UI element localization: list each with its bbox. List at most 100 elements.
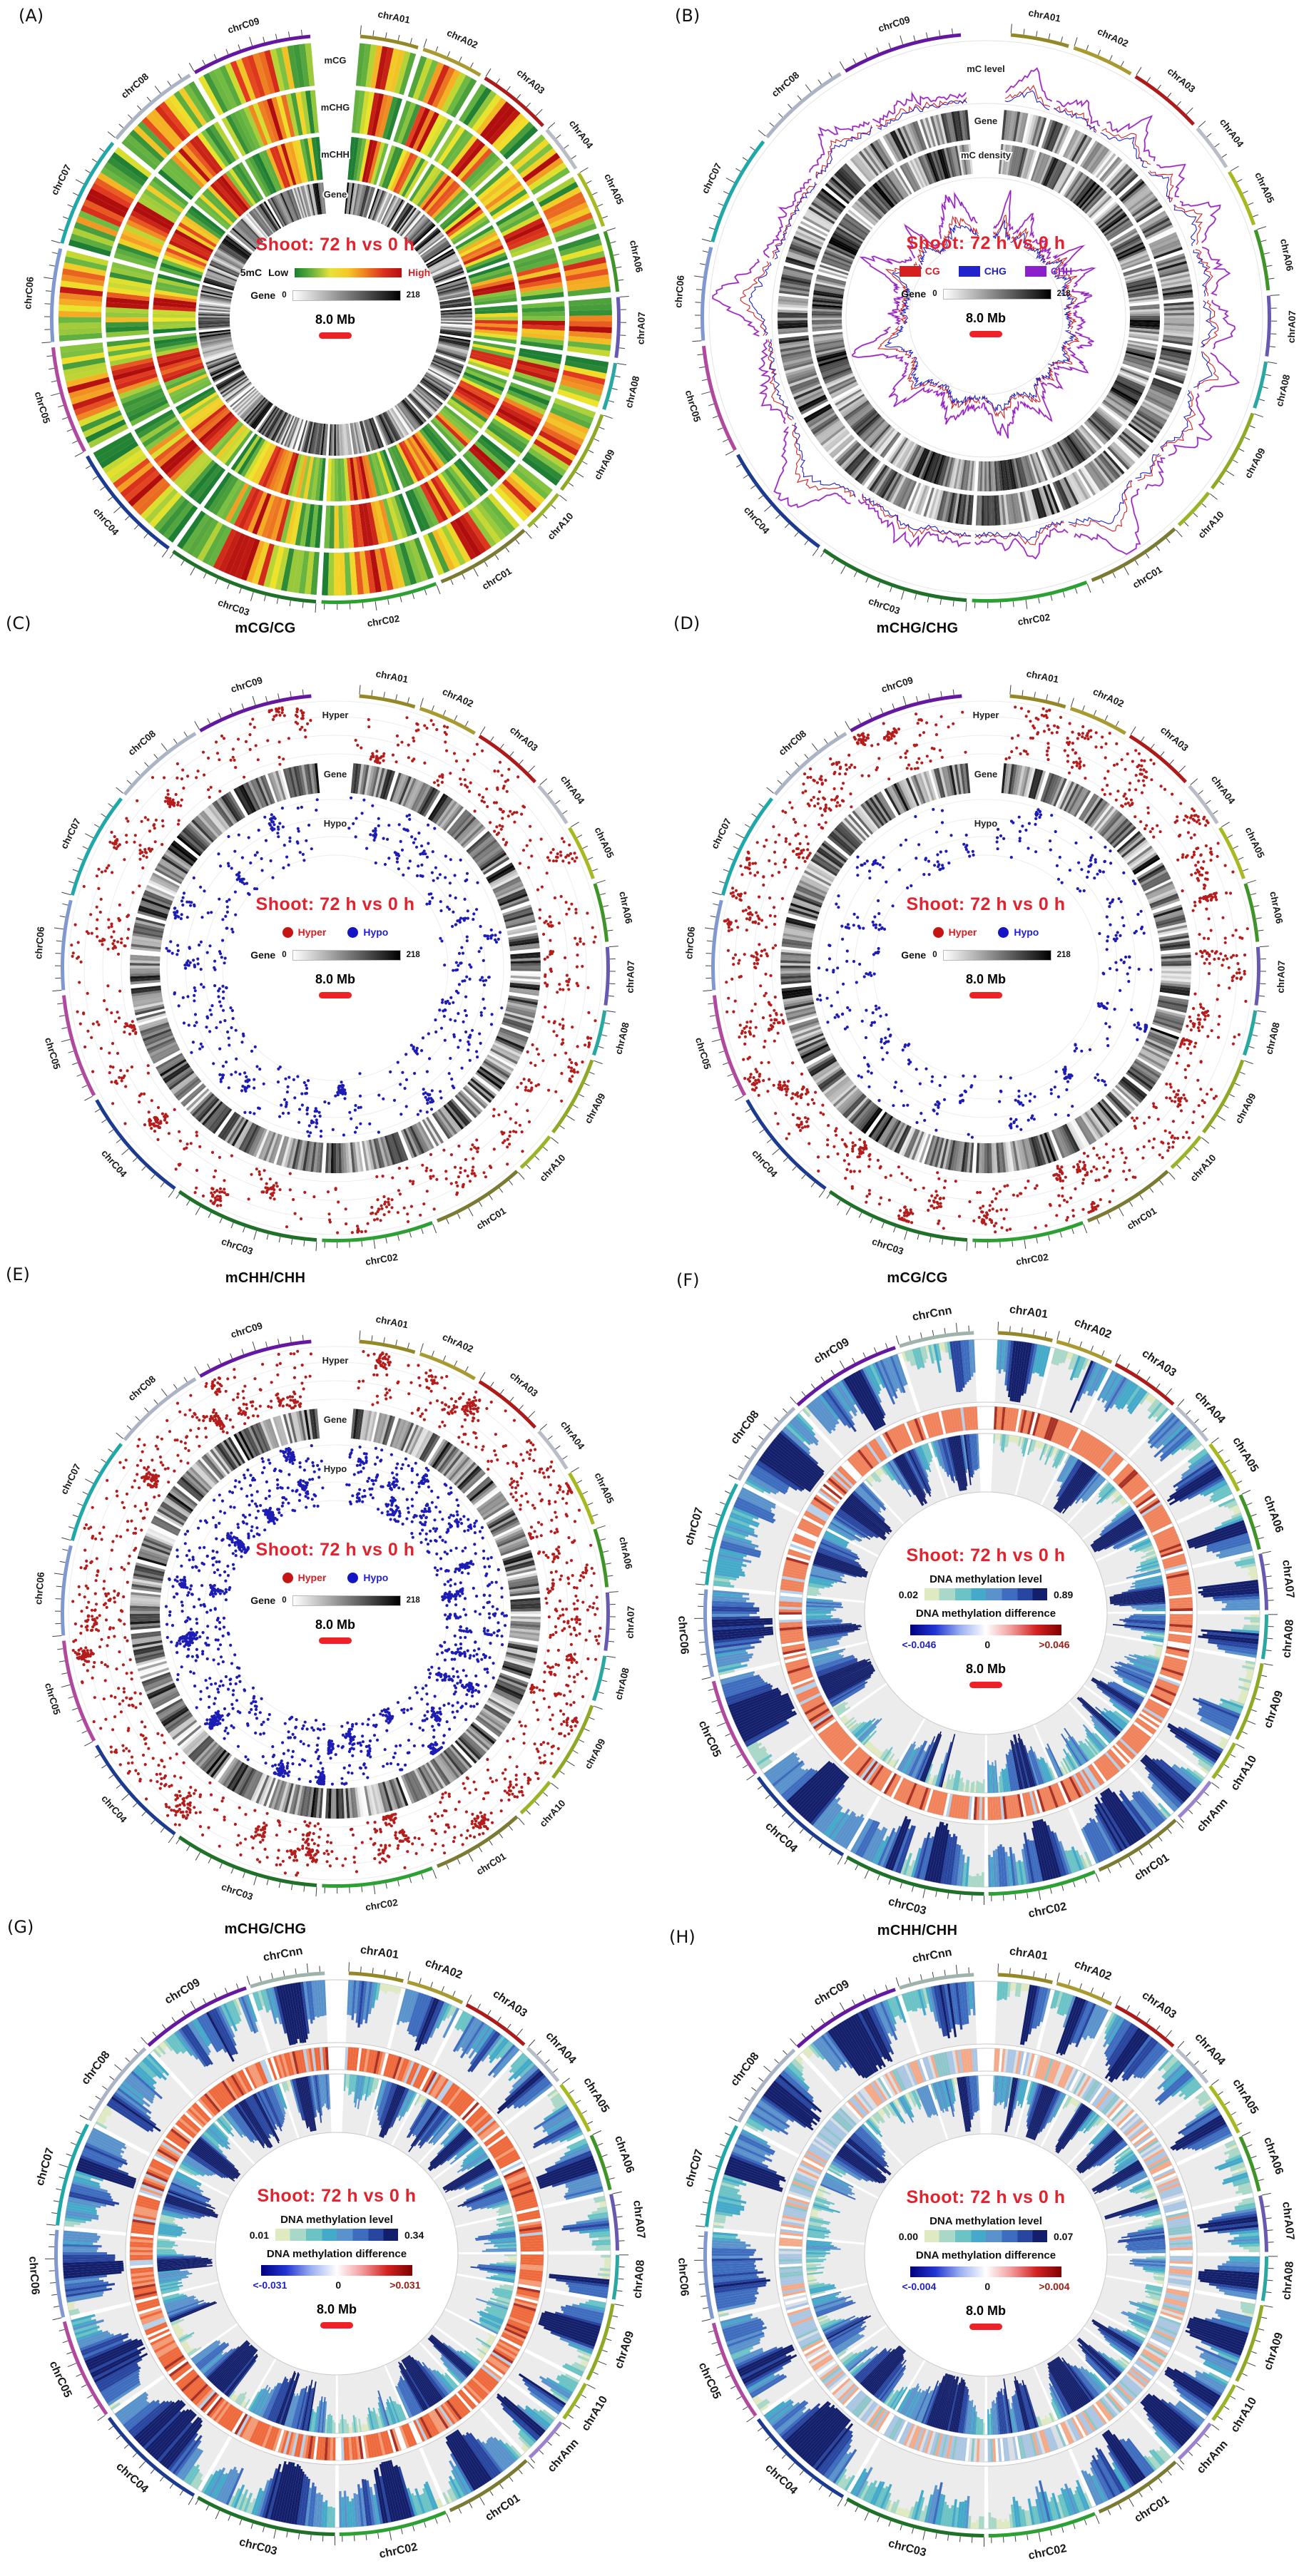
diff-gradient-bar [261, 2265, 412, 2276]
chh-label: CHH [1051, 265, 1072, 277]
svg-text:chrA07: chrA07 [625, 1606, 636, 1639]
hypo-dot [998, 927, 1009, 938]
comparison-title: Shoot: 72 h vs 0 h [872, 1545, 1100, 1566]
svg-text:chrA10: chrA10 [1188, 1152, 1218, 1184]
svg-text:mC level: mC level [967, 63, 1004, 74]
comparison-title: Shoot: 72 h vs 0 h [223, 2186, 451, 2207]
svg-text:chrA10: chrA10 [1196, 509, 1226, 541]
svg-text:chrA01: chrA01 [377, 9, 411, 26]
svg-text:chrC08: chrC08 [126, 728, 158, 758]
gene-label: Gene [901, 949, 926, 961]
svg-text:chrA09: chrA09 [583, 1737, 608, 1770]
svg-text:chrA04: chrA04 [1209, 774, 1238, 807]
center-legend: Shoot: 72 h vs 0 h DNA methylation level… [872, 2187, 1100, 2330]
methylation-diff-label: DNA methylation difference [872, 1608, 1100, 1620]
hyper-label: Hyper [949, 926, 977, 938]
svg-text:chrA04: chrA04 [1218, 117, 1246, 150]
gene-gradient-bar [293, 1596, 400, 1605]
svg-text:chrA01: chrA01 [375, 1314, 409, 1331]
svg-text:Gene: Gene [974, 116, 998, 126]
svg-text:chrC01: chrC01 [474, 1205, 508, 1232]
smc-high-label: High [408, 267, 430, 278]
svg-text:chrC07: chrC07 [49, 163, 73, 197]
svg-text:chrC01: chrC01 [480, 566, 514, 592]
svg-text:Hypo: Hypo [974, 818, 998, 829]
comparison-title: Shoot: 72 h vs 0 h [865, 894, 1107, 915]
svg-text:chrC08: chrC08 [777, 728, 809, 758]
svg-text:chrC05: chrC05 [33, 390, 53, 425]
svg-text:chrA03: chrA03 [515, 67, 547, 96]
comparison-title: Shoot: 72 h vs 0 h [214, 894, 457, 915]
diff-zero: 0 [984, 1639, 990, 1650]
svg-text:chrC08: chrC08 [770, 69, 802, 99]
svg-text:chrA08: chrA08 [613, 1666, 631, 1701]
level-gradient-bar [924, 2230, 1047, 2242]
comparison-title: Shoot: 72 h vs 0 h [214, 235, 457, 255]
scale-bar [969, 992, 1002, 998]
hypo-label: Hypo [1014, 926, 1039, 938]
gene-max: 218 [407, 291, 420, 300]
svg-text:chrA08: chrA08 [1263, 1021, 1282, 1056]
gene-label: Gene [901, 288, 926, 300]
hyper-label: Hyper [298, 926, 327, 938]
methylation-level-label: DNA methylation level [872, 2215, 1100, 2227]
gene-gradient-bar [293, 951, 400, 960]
level-gradient-bar [275, 2229, 398, 2241]
gene-max: 218 [1057, 290, 1071, 298]
svg-text:chrC01: chrC01 [1125, 1205, 1158, 1232]
hypo-label: Hypo [363, 1572, 388, 1583]
scale-label: 8.0 Mb [214, 972, 457, 987]
svg-text:chrC05: chrC05 [43, 1036, 63, 1071]
diff-gradient-bar [910, 1625, 1061, 1635]
scale-label: 8.0 Mb [865, 311, 1107, 326]
svg-text:chrC09: chrC09 [230, 675, 264, 695]
scale-bar [969, 2324, 1002, 2330]
center-legend: Shoot: 72 h vs 0 h CG CHG CHH Gene 0 218… [865, 233, 1107, 337]
svg-text:chrA01: chrA01 [1027, 7, 1061, 24]
svg-text:chrA07: chrA07 [625, 961, 636, 993]
svg-text:chrA07: chrA07 [1286, 310, 1298, 343]
svg-text:Hypo: Hypo [324, 818, 347, 829]
svg-text:chrA10: chrA10 [545, 511, 575, 542]
svg-text:chrC07: chrC07 [709, 817, 733, 851]
svg-text:chrA10: chrA10 [537, 1798, 567, 1829]
level-max: 0.07 [1054, 2231, 1073, 2242]
svg-text:chrC05: chrC05 [683, 389, 703, 424]
scale-bar [320, 2322, 353, 2329]
hypo-label: Hypo [363, 926, 388, 938]
methylation-diff-label: DNA methylation difference [223, 2248, 451, 2260]
svg-text:mCG: mCG [324, 55, 346, 66]
svg-text:chrC01: chrC01 [1131, 564, 1164, 591]
svg-text:chrA09: chrA09 [1233, 1091, 1258, 1125]
svg-text:chrA05: chrA05 [1243, 825, 1267, 859]
diff-zero: 0 [984, 2281, 990, 2292]
chg-swatch [959, 266, 980, 277]
svg-text:chrA02: chrA02 [1096, 26, 1130, 49]
center-legend: Shoot: 72 h vs 0 h Hyper Hypo Gene 0 218… [214, 894, 457, 998]
gene-gradient-bar [944, 951, 1051, 960]
svg-text:Gene: Gene [324, 769, 347, 780]
svg-text:chrC06: chrC06 [22, 276, 36, 310]
comparison-title: Shoot: 72 h vs 0 h [865, 233, 1107, 254]
center-legend: Shoot: 72 h vs 0 h Hyper Hypo Gene 0 218… [865, 894, 1107, 998]
hyper-label: Hyper [298, 1572, 327, 1583]
svg-text:chrC06: chrC06 [33, 1571, 46, 1605]
svg-text:chrA07: chrA07 [1275, 961, 1287, 993]
hyper-dot [933, 927, 944, 938]
level-min: 0.01 [250, 2229, 269, 2241]
svg-text:chrC08: chrC08 [119, 71, 151, 101]
diff-min: <-0.004 [902, 2281, 937, 2292]
svg-text:chrC03: chrC03 [220, 1881, 255, 1903]
svg-text:chrC08: chrC08 [126, 1374, 158, 1404]
hypo-dot [347, 1573, 358, 1583]
svg-text:chrC07: chrC07 [58, 1462, 83, 1496]
svg-text:chrA04: chrA04 [559, 1419, 587, 1452]
svg-text:chrC06: chrC06 [673, 275, 686, 308]
svg-text:chrA02: chrA02 [1091, 686, 1126, 710]
svg-text:chrC05: chrC05 [693, 1036, 713, 1071]
